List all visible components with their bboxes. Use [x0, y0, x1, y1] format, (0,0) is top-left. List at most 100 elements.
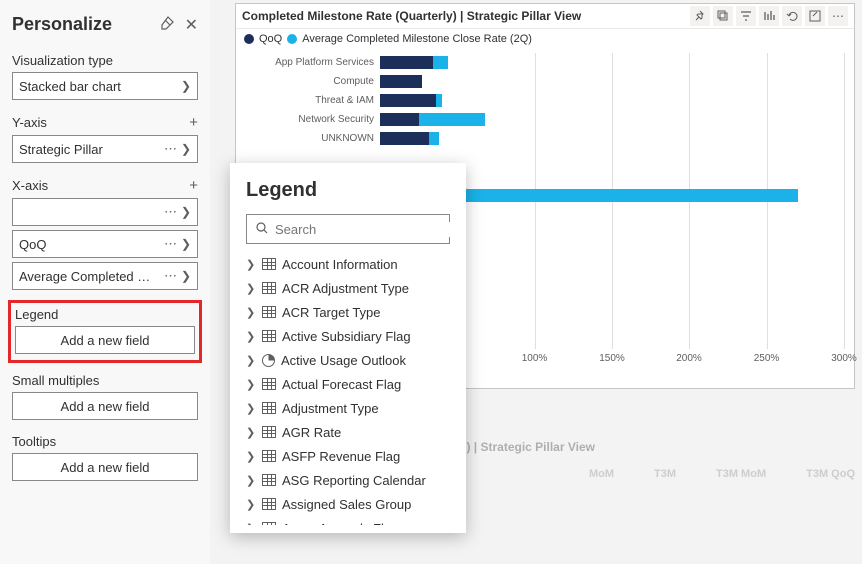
table-icon: [262, 306, 276, 318]
xaxis-tick-label: 150%: [599, 353, 625, 364]
bar-segment[interactable]: [380, 56, 433, 69]
chevron-right-icon: ❯: [181, 269, 191, 283]
column-header: MoM: [589, 468, 614, 480]
bar-row: [380, 72, 844, 91]
category-label: Network Security: [236, 110, 380, 129]
xaxis-field[interactable]: Average Completed …⋯❯: [12, 262, 198, 290]
field-list[interactable]: ❯Account Information❯ACR Adjustment Type…: [230, 252, 466, 525]
filter-icon[interactable]: [736, 6, 756, 26]
xaxis-field[interactable]: ⋯❯: [12, 198, 198, 226]
more-icon[interactable]: ⋯: [164, 268, 177, 284]
bar-segment[interactable]: [429, 132, 438, 145]
chart-legend: QoQAverage Completed Milestone Close Rat…: [236, 29, 854, 49]
visual-toolbar: ⋯: [690, 6, 848, 26]
xaxis-tick-label: 100%: [522, 353, 548, 364]
visual-title: Completed Milestone Rate (Quarterly) | S…: [242, 9, 690, 23]
bar-segment[interactable]: [433, 56, 448, 69]
field-item[interactable]: ❯ASG Reporting Calendar: [246, 468, 462, 492]
bar-segment[interactable]: [380, 75, 422, 88]
legend-label: Legend: [15, 307, 58, 322]
more-icon[interactable]: ⋯: [164, 141, 177, 157]
chevron-right-icon: ❯: [181, 142, 191, 156]
field-item[interactable]: ❯Active Usage Outlook: [246, 348, 462, 372]
xaxis-add-icon[interactable]: +: [189, 177, 198, 194]
xaxis-tick-label: 300%: [831, 353, 857, 364]
bar-segment[interactable]: [380, 132, 429, 145]
bar-segment[interactable]: [380, 113, 419, 126]
small-multiples-section: Small multiples Add a new field: [12, 373, 198, 420]
chevron-right-icon: ❯: [246, 378, 256, 391]
yaxis-section: Y-axis + Strategic Pillar ⋯ ❯: [12, 114, 198, 163]
more-options-icon[interactable]: ⋯: [828, 6, 848, 26]
field-item[interactable]: ❯ACR Adjustment Type: [246, 276, 462, 300]
field-item[interactable]: ❯Adjustment Type: [246, 396, 462, 420]
search-box[interactable]: [246, 214, 450, 244]
field-item[interactable]: ❯Actual Forecast Flag: [246, 372, 462, 396]
small-multiples-label: Small multiples: [12, 373, 99, 388]
tooltips-label: Tooltips: [12, 434, 56, 449]
bar-row: [380, 53, 844, 72]
chevron-right-icon: ❯: [246, 498, 256, 511]
panel-title: Personalize: [12, 14, 112, 35]
undo-icon[interactable]: [782, 6, 802, 26]
bar-segment[interactable]: [419, 113, 486, 126]
field-item[interactable]: ❯AGR Rate: [246, 420, 462, 444]
bar-segment[interactable]: [380, 94, 436, 107]
viz-type-label: Visualization type: [12, 53, 113, 68]
bar-segment[interactable]: [442, 189, 798, 202]
eraser-icon[interactable]: [159, 15, 175, 34]
close-icon[interactable]: ✕: [185, 15, 198, 35]
small-multiples-add-button[interactable]: Add a new field: [12, 392, 198, 420]
panel-header: Personalize ✕: [12, 14, 198, 35]
bar-segment[interactable]: [436, 94, 442, 107]
field-item[interactable]: ❯Active Subsidiary Flag: [246, 324, 462, 348]
legend-swatch: [244, 34, 254, 44]
table-icon: [262, 330, 276, 342]
xaxis-field[interactable]: QoQ⋯❯: [12, 230, 198, 258]
personalize-icon[interactable]: [759, 6, 779, 26]
bar-row: [380, 91, 844, 110]
column-header: T3M QoQ: [806, 468, 855, 480]
table-icon: [262, 474, 276, 486]
copy-icon[interactable]: [713, 6, 733, 26]
chevron-right-icon: ❯: [246, 474, 256, 487]
popup-title: Legend: [230, 179, 466, 214]
bar-row: [380, 129, 844, 148]
pie-icon: [262, 354, 275, 367]
legend-add-field-button[interactable]: Add a new field: [15, 326, 195, 354]
chevron-right-icon: ❯: [246, 306, 256, 319]
table-icon: [262, 378, 276, 390]
category-label: UNKNOWN: [236, 129, 380, 148]
legend-label: QoQ: [259, 33, 282, 45]
bar-row: [380, 110, 844, 129]
chevron-right-icon: ❯: [246, 450, 256, 463]
more-icon[interactable]: ⋯: [164, 236, 177, 252]
search-input[interactable]: [275, 222, 451, 237]
table-icon: [262, 498, 276, 510]
chevron-right-icon: ❯: [246, 282, 256, 295]
yaxis-add-icon[interactable]: +: [189, 114, 198, 131]
column-header: T3M: [654, 468, 676, 480]
panel-header-icons: ✕: [159, 15, 198, 35]
table-icon: [262, 450, 276, 462]
table-icon: [262, 402, 276, 414]
tooltips-section: Tooltips Add a new field: [12, 434, 198, 481]
focus-icon[interactable]: [805, 6, 825, 26]
chevron-right-icon: ❯: [246, 330, 256, 343]
field-item[interactable]: ❯ASFP Revenue Flag: [246, 444, 462, 468]
tooltips-add-button[interactable]: Add a new field: [12, 453, 198, 481]
xaxis-tick-label: 250%: [754, 353, 780, 364]
field-item[interactable]: ❯Assigned Sales Group: [246, 492, 462, 516]
field-item[interactable]: ❯Account Information: [246, 252, 462, 276]
gridline: [844, 53, 845, 349]
field-item[interactable]: ❯Azure Anomaly Flag: [246, 516, 462, 525]
more-icon[interactable]: ⋯: [164, 204, 177, 220]
viz-type-section: Visualization type Stacked bar chart ❯: [12, 53, 198, 100]
field-item[interactable]: ❯ACR Target Type: [246, 300, 462, 324]
yaxis-field[interactable]: Strategic Pillar ⋯ ❯: [12, 135, 198, 163]
legend-swatch: [287, 34, 297, 44]
viz-type-select[interactable]: Stacked bar chart ❯: [12, 72, 198, 100]
visual-header: Completed Milestone Rate (Quarterly) | S…: [236, 4, 854, 29]
pin-icon[interactable]: [690, 6, 710, 26]
legend-field-picker: Legend ❯Account Information❯ACR Adjustme…: [230, 163, 466, 533]
